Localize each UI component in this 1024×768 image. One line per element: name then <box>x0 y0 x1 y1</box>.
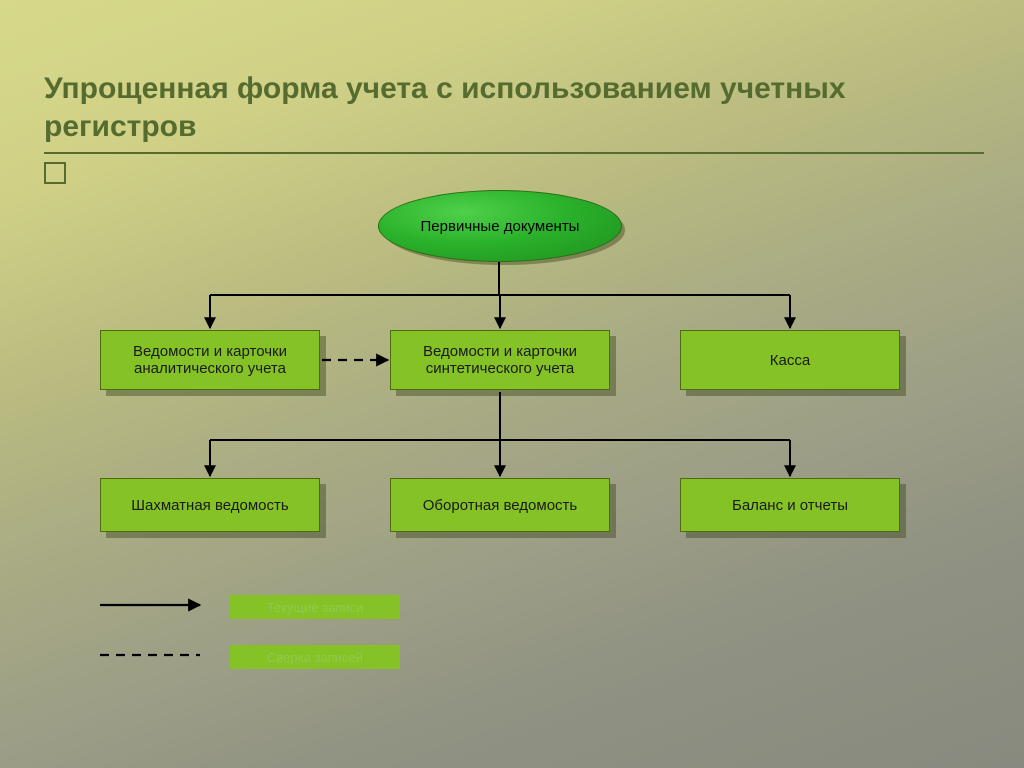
legend-solid-label: Текущие записи <box>230 595 400 619</box>
title-bullet-square <box>44 162 66 184</box>
node-chess: Шахматная ведомость <box>100 478 320 532</box>
legend-dashed-label: Сверка записей <box>230 645 400 669</box>
legend-solid-text: Текущие записи <box>267 600 364 615</box>
node-chess-label: Шахматная ведомость <box>131 497 288 514</box>
node-cash-label: Касса <box>770 352 810 369</box>
node-primary-docs: Первичные документы <box>378 190 620 260</box>
node-turnover: Оборотная ведомость <box>390 478 610 532</box>
node-synthetic-label: Ведомости и карточки синтетического учет… <box>399 343 601 377</box>
node-synthetic: Ведомости и карточки синтетического учет… <box>390 330 610 390</box>
slide: Упрощенная форма учета с использованием … <box>0 0 1024 768</box>
legend-dashed-text: Сверка записей <box>267 650 363 665</box>
slide-title: Упрощенная форма учета с использованием … <box>44 70 944 145</box>
node-balance: Баланс и отчеты <box>680 478 900 532</box>
node-analytic-label: Ведомости и карточки аналитического учет… <box>109 343 311 377</box>
node-primary-label: Первичные документы <box>421 218 580 235</box>
node-cash: Касса <box>680 330 900 390</box>
title-underline <box>44 152 984 154</box>
node-balance-label: Баланс и отчеты <box>732 497 848 514</box>
node-analytic: Ведомости и карточки аналитического учет… <box>100 330 320 390</box>
node-turnover-label: Оборотная ведомость <box>423 497 578 514</box>
